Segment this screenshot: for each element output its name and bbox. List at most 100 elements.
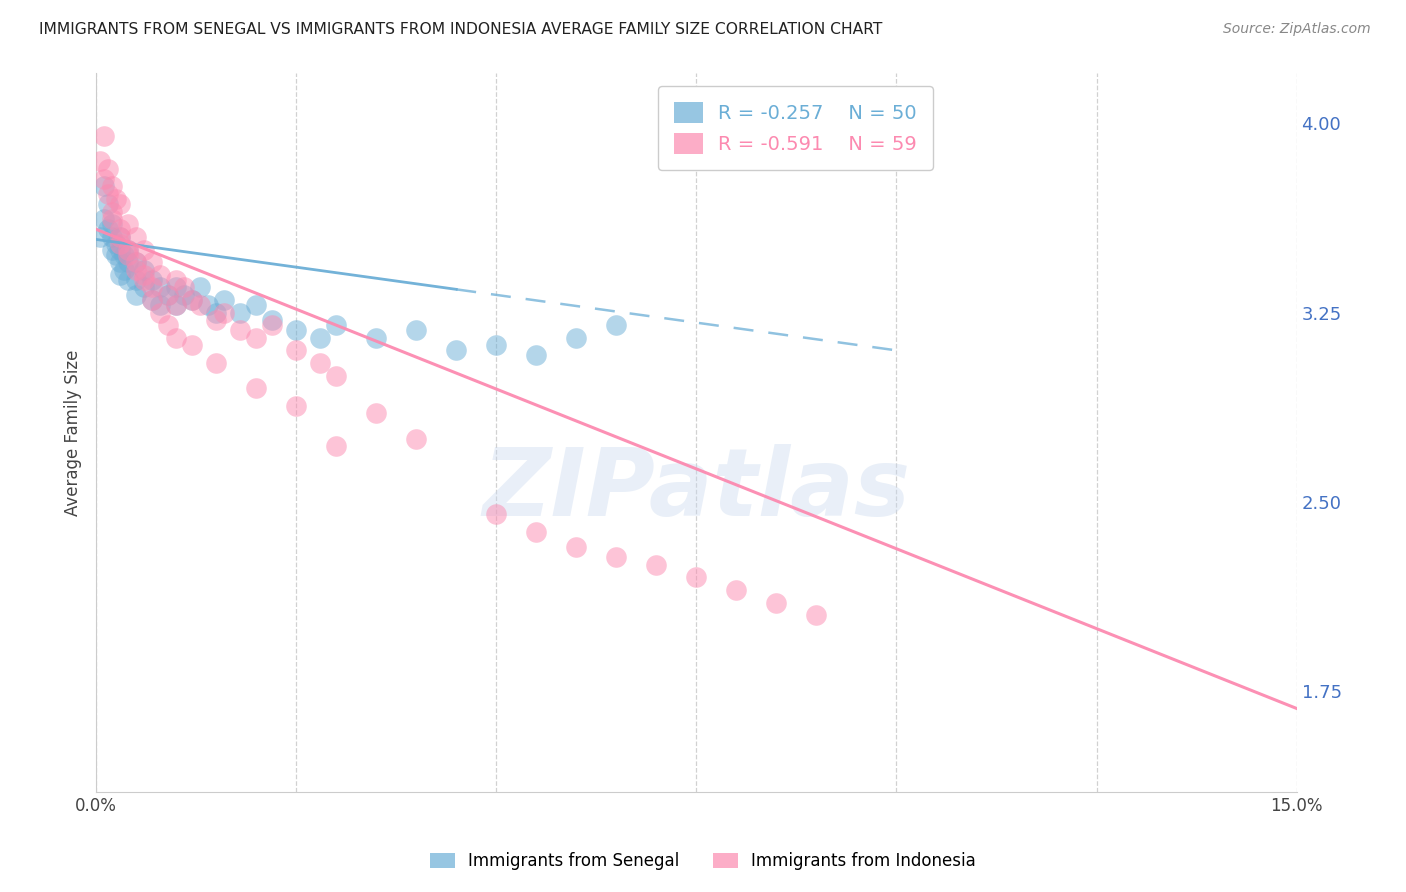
Point <box>89 230 111 244</box>
Point <box>188 280 211 294</box>
Point <box>108 222 131 236</box>
Point <box>565 331 588 345</box>
Point <box>117 243 139 257</box>
Legend: R = -0.257    N = 50, R = -0.591    N = 59: R = -0.257 N = 50, R = -0.591 N = 59 <box>658 87 932 169</box>
Point <box>725 582 748 597</box>
Point <box>245 331 267 345</box>
Point <box>134 243 156 257</box>
Point <box>325 439 347 453</box>
Point <box>188 298 211 312</box>
Point <box>141 280 163 294</box>
Point <box>565 540 588 554</box>
Point <box>181 293 204 307</box>
Point <box>285 343 308 358</box>
Point <box>262 318 284 333</box>
Point <box>108 268 131 282</box>
Point <box>485 338 508 352</box>
Point <box>134 273 156 287</box>
Point <box>524 348 547 362</box>
Point <box>105 247 128 261</box>
Point <box>93 212 115 227</box>
Point <box>105 237 128 252</box>
Point <box>125 273 148 287</box>
Point <box>366 406 388 420</box>
Point <box>101 179 124 194</box>
Point <box>181 338 204 352</box>
Point <box>157 318 180 333</box>
Point <box>645 558 668 572</box>
Point <box>117 217 139 231</box>
Point <box>101 212 124 227</box>
Text: ZIPatlas: ZIPatlas <box>482 444 911 536</box>
Point <box>112 247 135 261</box>
Point <box>117 255 139 269</box>
Point <box>197 298 219 312</box>
Point <box>141 293 163 307</box>
Point <box>101 243 124 257</box>
Point <box>165 331 187 345</box>
Point <box>173 288 195 302</box>
Point <box>141 273 163 287</box>
Point <box>112 262 135 277</box>
Point <box>89 154 111 169</box>
Point <box>141 293 163 307</box>
Point <box>125 230 148 244</box>
Y-axis label: Average Family Size: Average Family Size <box>65 349 82 516</box>
Point <box>485 508 508 522</box>
Point <box>262 313 284 327</box>
Point <box>366 331 388 345</box>
Point <box>125 288 148 302</box>
Point <box>157 288 180 302</box>
Point <box>173 280 195 294</box>
Point <box>165 280 187 294</box>
Point <box>405 323 427 337</box>
Point <box>97 161 120 176</box>
Point <box>125 255 148 269</box>
Point <box>325 368 347 383</box>
Point <box>108 230 131 244</box>
Point <box>117 273 139 287</box>
Point <box>285 399 308 413</box>
Point <box>205 305 228 319</box>
Point <box>229 305 252 319</box>
Point <box>149 305 172 319</box>
Point <box>205 313 228 327</box>
Point <box>229 323 252 337</box>
Point <box>97 187 120 202</box>
Point <box>93 172 115 186</box>
Point <box>309 356 332 370</box>
Point <box>309 331 332 345</box>
Point <box>685 570 707 584</box>
Point <box>134 268 156 282</box>
Point <box>181 293 204 307</box>
Point <box>93 179 115 194</box>
Point <box>108 255 131 269</box>
Point <box>141 255 163 269</box>
Point <box>108 197 131 211</box>
Point <box>446 343 468 358</box>
Point <box>765 596 787 610</box>
Legend: Immigrants from Senegal, Immigrants from Indonesia: Immigrants from Senegal, Immigrants from… <box>423 846 983 877</box>
Point <box>325 318 347 333</box>
Point <box>165 298 187 312</box>
Point <box>117 243 139 257</box>
Point <box>108 243 131 257</box>
Text: IMMIGRANTS FROM SENEGAL VS IMMIGRANTS FROM INDONESIA AVERAGE FAMILY SIZE CORRELA: IMMIGRANTS FROM SENEGAL VS IMMIGRANTS FR… <box>39 22 883 37</box>
Point <box>134 280 156 294</box>
Point <box>149 280 172 294</box>
Point <box>605 318 627 333</box>
Point <box>212 305 235 319</box>
Point <box>205 356 228 370</box>
Point <box>285 323 308 337</box>
Point <box>245 381 267 395</box>
Point <box>149 268 172 282</box>
Point <box>101 217 124 231</box>
Point <box>165 273 187 287</box>
Point <box>149 298 172 312</box>
Point <box>605 550 627 565</box>
Point <box>93 128 115 143</box>
Point <box>125 255 148 269</box>
Point <box>108 230 131 244</box>
Point <box>105 192 128 206</box>
Point <box>806 608 828 623</box>
